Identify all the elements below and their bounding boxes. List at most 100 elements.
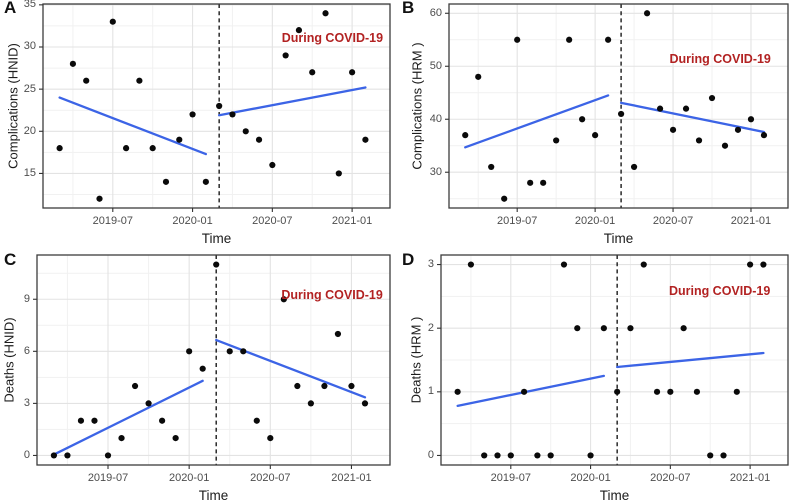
data-point: [747, 261, 754, 268]
data-point: [267, 434, 274, 442]
data-point: [229, 111, 236, 118]
data-point: [475, 73, 482, 80]
y-tick-label: 9: [23, 292, 30, 305]
data-point: [50, 452, 58, 459]
data-point: [734, 126, 742, 133]
panel-border: [42, 3, 391, 209]
data-point: [630, 163, 638, 171]
panel-letter: C: [4, 250, 17, 269]
data-point: [653, 388, 661, 395]
data-point: [96, 195, 103, 202]
x-tick-label: 2020-01: [570, 472, 611, 484]
data-point: [760, 261, 767, 268]
data-point: [56, 145, 63, 152]
y-tick-label: 3: [427, 258, 434, 271]
y-tick-label: 25: [23, 82, 36, 95]
plot-area: [39, 3, 391, 212]
trend-line-post: [215, 338, 367, 399]
data-point: [514, 36, 521, 43]
covid-annotation: During COVID-19: [281, 287, 383, 302]
y-tick-label: 6: [23, 344, 30, 357]
data-point: [527, 179, 534, 186]
data-point: [467, 261, 475, 268]
data-point: [534, 452, 541, 459]
data-point: [507, 452, 514, 459]
data-point: [136, 77, 143, 84]
data-point: [189, 111, 196, 118]
data-point: [362, 136, 369, 143]
data-point: [322, 10, 329, 17]
data-point: [547, 452, 554, 459]
covid-annotation: During COVID-19: [669, 52, 771, 67]
y-axis-title: Deaths (HNID): [1, 317, 17, 403]
data-point: [640, 261, 647, 268]
data-point: [720, 452, 727, 459]
y-tick-label: 50: [429, 59, 442, 72]
data-point: [693, 388, 701, 395]
data-point: [131, 382, 139, 390]
plot-area: [445, 3, 789, 212]
data-point: [361, 400, 369, 407]
x-tick-label: 2021-01: [331, 215, 373, 227]
data-point: [122, 145, 130, 152]
trend-line-pre: [52, 379, 204, 456]
y-tick-label: 2: [427, 321, 434, 334]
data-point: [159, 417, 166, 424]
panel-letter: B: [402, 0, 415, 17]
y-tick-label: 20: [23, 124, 36, 137]
panel-letter: D: [402, 250, 415, 269]
data-point: [176, 136, 183, 143]
data-point: [574, 325, 581, 332]
x-tick-label: 2020-07: [252, 215, 293, 227]
y-tick-label: 30: [429, 165, 442, 178]
x-tick-label: 2020-07: [650, 472, 691, 484]
x-tick-label: 2019-07: [87, 472, 129, 484]
trend-line-post: [616, 351, 765, 369]
data-point: [199, 365, 206, 372]
covid-annotation: During COVID-19: [668, 284, 771, 299]
trend-line-post: [619, 101, 766, 134]
data-point: [760, 132, 768, 139]
data-point: [294, 382, 301, 390]
data-point: [481, 452, 488, 459]
data-point: [149, 145, 156, 152]
data-point: [614, 388, 621, 395]
data-point: [733, 388, 740, 395]
panel-border: [36, 254, 391, 466]
x-tick-label: 2021-01: [331, 472, 372, 484]
panel-border: [448, 3, 789, 209]
y-tick-label: 40: [429, 112, 442, 125]
data-point: [64, 452, 71, 459]
data-point: [213, 261, 220, 268]
data-point: [348, 382, 355, 390]
x-tick-label: 2019-07: [497, 215, 538, 227]
data-point: [656, 105, 664, 112]
data-point: [253, 417, 260, 424]
x-tick-label: 2020-01: [172, 215, 213, 227]
data-point: [69, 60, 77, 67]
panel-border: [440, 254, 789, 466]
data-point: [145, 400, 152, 407]
x-tick-label: 2020-07: [652, 215, 694, 227]
panel-complications-hrm: B Complications (HRM ) Time During COVID…: [398, 0, 796, 252]
data-point: [605, 36, 612, 43]
trend-line-pre: [464, 94, 610, 149]
data-point: [566, 36, 573, 43]
x-axis-title: Time: [201, 231, 232, 246]
panel-deaths-hnid: C Deaths (HNID) Time During COVID-19 0 3 6…: [0, 250, 398, 504]
data-point: [255, 136, 263, 143]
data-point: [494, 452, 501, 459]
data-point: [307, 400, 314, 407]
data-point: [707, 452, 714, 459]
x-tick-label: 2019-07: [490, 472, 531, 484]
x-axis-title: Time: [198, 488, 229, 503]
x-tick-label: 2019-07: [92, 215, 133, 227]
data-point: [643, 10, 651, 17]
data-point: [83, 77, 90, 84]
data-point: [721, 142, 729, 149]
data-point: [560, 261, 568, 268]
data-point: [77, 417, 85, 424]
y-tick-label: 1: [427, 385, 434, 398]
